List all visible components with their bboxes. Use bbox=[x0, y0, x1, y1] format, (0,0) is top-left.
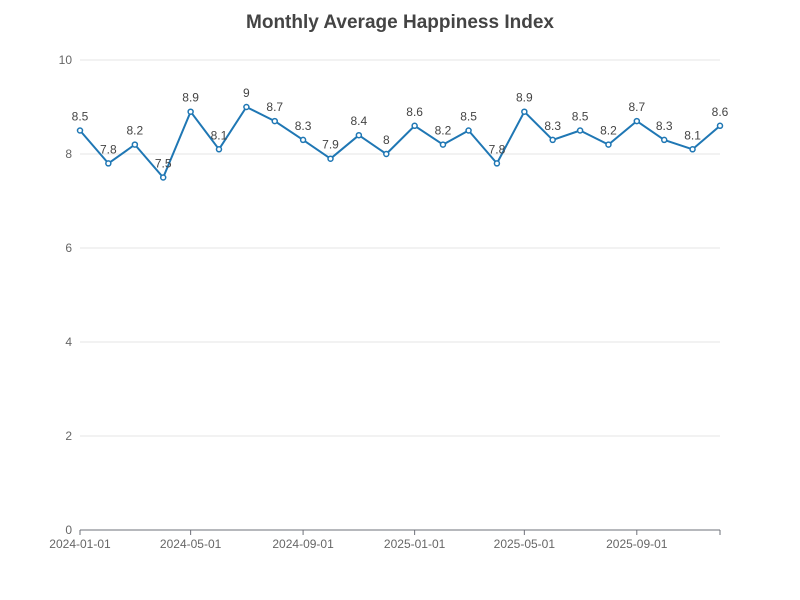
data-point bbox=[576, 127, 584, 134]
y-tick-label: 2 bbox=[65, 429, 72, 443]
x-tick-label: 2024-09-01 bbox=[272, 537, 334, 551]
series-line bbox=[79, 106, 721, 179]
data-label: 8.5 bbox=[572, 110, 589, 124]
y-tick-label: 8 bbox=[65, 147, 72, 161]
data-label: 9 bbox=[243, 86, 250, 100]
data-point bbox=[465, 127, 472, 134]
data-label: 8.6 bbox=[712, 105, 729, 119]
data-point bbox=[493, 160, 501, 167]
y-tick-label: 6 bbox=[65, 241, 72, 255]
data-label: 8.4 bbox=[351, 114, 368, 128]
data-point bbox=[271, 117, 278, 125]
data-label: 8.2 bbox=[127, 124, 144, 138]
grid bbox=[80, 59, 720, 437]
data-point bbox=[439, 141, 447, 148]
data-label: 8 bbox=[383, 133, 390, 147]
data-label: 7.5 bbox=[155, 157, 172, 171]
data-label: 8.6 bbox=[406, 105, 423, 119]
data-point bbox=[411, 122, 418, 130]
data-point bbox=[605, 141, 612, 148]
data-label: 7.8 bbox=[100, 142, 117, 156]
data-point bbox=[76, 127, 84, 134]
data-label: 8.1 bbox=[211, 128, 228, 142]
y-tick-label: 0 bbox=[65, 523, 72, 537]
data-label: 8.7 bbox=[266, 100, 283, 114]
data-point bbox=[327, 155, 334, 162]
data-label: 8.3 bbox=[295, 119, 312, 133]
data-label: 8.9 bbox=[516, 91, 533, 105]
chart-title: Monthly Average Happiness Index bbox=[246, 12, 554, 33]
y-tick-label: 10 bbox=[59, 53, 73, 67]
data-label: 8.5 bbox=[460, 110, 477, 124]
x-tick-label: 2024-05-01 bbox=[160, 537, 222, 551]
data-point bbox=[521, 108, 528, 115]
axes bbox=[80, 529, 721, 535]
data-point bbox=[355, 131, 363, 139]
data-point bbox=[689, 146, 696, 153]
x-tick-label: 2025-01-01 bbox=[384, 537, 446, 551]
data-label: 8.5 bbox=[72, 110, 89, 124]
x-tick-label: 2025-09-01 bbox=[606, 537, 668, 551]
data-label: 8.2 bbox=[435, 124, 452, 138]
data-label: 7.9 bbox=[322, 138, 339, 152]
data-point bbox=[549, 136, 556, 144]
data-point bbox=[243, 103, 250, 111]
data-label: 7.8 bbox=[489, 142, 506, 156]
data-point bbox=[215, 146, 223, 153]
data-point bbox=[299, 136, 307, 144]
data-point bbox=[716, 122, 724, 130]
data-point bbox=[105, 160, 112, 167]
x-axis-ticks: 2024-01-01 2024-05-01 2024-09-01 2025-01-01… bbox=[49, 530, 668, 551]
data-point bbox=[633, 117, 641, 125]
data-label: 8.2 bbox=[600, 124, 617, 138]
data-label: 8.7 bbox=[628, 100, 645, 114]
data-labels: 8.5 7.8 8.2 7.5 8.9 8.1 9 8.7 8.3 7.9 8.4 8 8.6 8.2 8.… bbox=[72, 86, 729, 171]
data-point bbox=[383, 150, 390, 158]
data-point bbox=[187, 108, 194, 115]
data-label: 8.9 bbox=[182, 91, 199, 105]
series-group bbox=[76, 103, 724, 181]
data-label: 8.3 bbox=[656, 119, 673, 133]
y-axis-ticks: 0 2 4 6 8 10 bbox=[59, 53, 73, 537]
data-point bbox=[131, 141, 139, 148]
data-label: 8.1 bbox=[684, 128, 701, 142]
data-point bbox=[660, 136, 668, 144]
x-tick-label: 2024-01-01 bbox=[49, 537, 111, 551]
y-tick-label: 4 bbox=[65, 335, 72, 349]
data-label: 8.3 bbox=[544, 119, 561, 133]
x-tick-label: 2025-05-01 bbox=[494, 537, 556, 551]
data-point bbox=[159, 174, 167, 181]
